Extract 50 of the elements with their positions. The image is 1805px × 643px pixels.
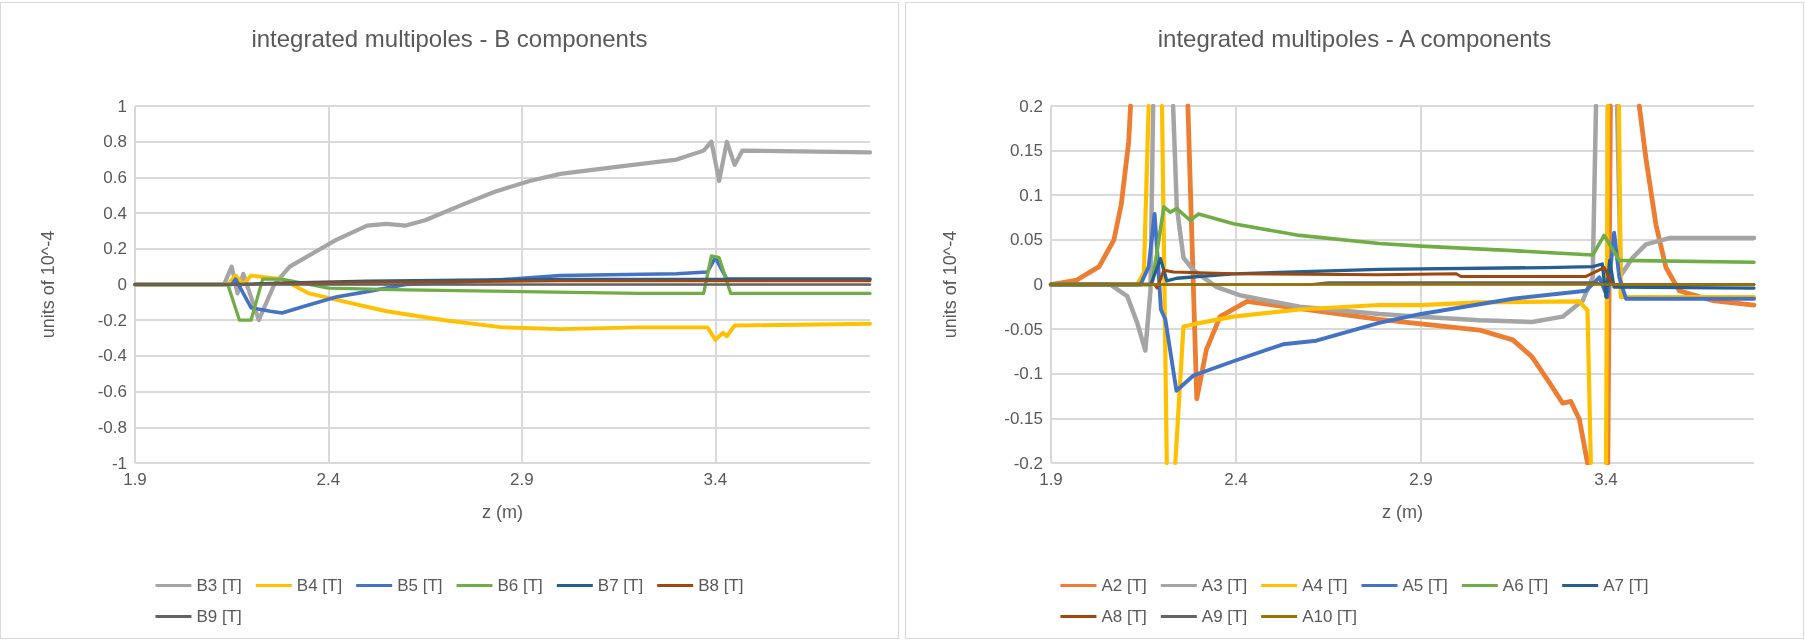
x-tick-label: 2.4 <box>1224 470 1248 489</box>
x-axis-title: z (m) <box>482 502 523 522</box>
x-axis-title: z (m) <box>1382 502 1423 522</box>
y-axis-title: units of 10^-4 <box>38 230 58 339</box>
legend-label: B4 [T] <box>296 576 343 595</box>
x-tick-label: 3.4 <box>703 470 728 489</box>
y-tick-label: 0.8 <box>103 132 127 152</box>
x-tick-label: 3.4 <box>1594 470 1618 489</box>
y-tick-label: -0.2 <box>1013 453 1043 473</box>
legend-label: B3 [T] <box>196 576 242 595</box>
legend-label: A4 [T] <box>1302 576 1348 595</box>
y-tick-label: -0.2 <box>97 310 127 330</box>
legend-label: A3 [T] <box>1201 576 1248 595</box>
y-tick-label: 0.4 <box>103 203 127 223</box>
x-tick-label: 1.9 <box>123 470 147 489</box>
y-tick-label: 1 <box>117 96 127 116</box>
y-tick-label: -0.8 <box>97 417 127 437</box>
y-tick-label: -0.6 <box>97 382 127 402</box>
y-tick-label: -0.05 <box>1004 319 1043 339</box>
legend-label: B5 [T] <box>397 576 443 595</box>
y-tick-label: 0.2 <box>103 239 127 259</box>
y-tick-label: 0 <box>117 275 127 294</box>
legend-label: B7 [T] <box>597 576 644 595</box>
legend-label: B8 [T] <box>698 576 744 595</box>
y-tick-label: -0.1 <box>1013 364 1043 384</box>
legend-label: A5 [T] <box>1402 576 1448 595</box>
y-tick-label: -0.4 <box>97 346 127 366</box>
x-tick-label: 2.9 <box>510 470 534 489</box>
legend-label: A7 [T] <box>1603 576 1649 595</box>
legend-label: B6 [T] <box>497 576 543 595</box>
legend-label: B9 [T] <box>196 607 242 626</box>
x-tick-label: 2.9 <box>1409 470 1433 489</box>
x-tick-label: 1.9 <box>1039 470 1063 489</box>
legend-label: A8 [T] <box>1101 607 1147 626</box>
y-axis-title: units of 10^-4 <box>940 230 960 339</box>
y-tick-label: -1 <box>111 453 127 473</box>
legend-label: A9 [T] <box>1201 607 1248 626</box>
x-tick-label: 2.4 <box>316 470 341 489</box>
y-tick-label: 0 <box>1033 275 1043 294</box>
legend-label: A6 [T] <box>1502 576 1549 595</box>
legend-label: A2 [T] <box>1101 576 1147 595</box>
chart-title: integrated multipoles - A components <box>1157 24 1552 52</box>
y-tick-label: 0.15 <box>1009 141 1043 161</box>
chart-title: integrated multipoles - B components <box>251 24 648 52</box>
y-tick-label: 0.05 <box>1009 230 1043 250</box>
y-tick-label: 0.2 <box>1019 96 1043 116</box>
y-tick-label: -0.15 <box>1004 408 1043 428</box>
legend-label: A10 [T] <box>1302 607 1357 626</box>
y-tick-label: 0.1 <box>1019 185 1043 205</box>
y-tick-label: 0.6 <box>103 167 127 187</box>
